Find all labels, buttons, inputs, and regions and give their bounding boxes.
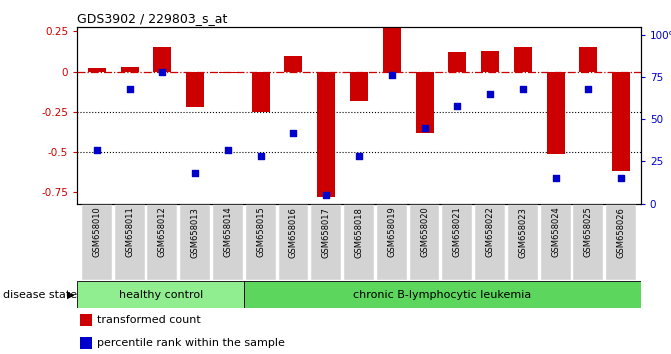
Point <box>484 91 495 97</box>
Text: percentile rank within the sample: percentile rank within the sample <box>97 338 285 348</box>
Point <box>91 147 102 153</box>
Text: GSM658015: GSM658015 <box>256 207 265 257</box>
Bar <box>311 205 341 280</box>
Text: GSM658013: GSM658013 <box>191 207 200 258</box>
Bar <box>508 205 537 280</box>
Text: GSM658020: GSM658020 <box>420 207 429 257</box>
Bar <box>541 205 570 280</box>
Bar <box>244 281 641 308</box>
Bar <box>80 337 93 349</box>
Point <box>583 86 594 92</box>
Bar <box>77 281 244 308</box>
Bar <box>514 47 532 72</box>
Bar <box>219 72 237 73</box>
Point <box>288 130 299 136</box>
Text: chronic B-lymphocytic leukemia: chronic B-lymphocytic leukemia <box>354 290 531 300</box>
Bar <box>154 47 171 72</box>
Bar <box>579 47 597 72</box>
Point <box>321 192 331 198</box>
Point <box>419 125 430 131</box>
Bar <box>88 68 106 72</box>
Bar <box>317 72 336 197</box>
Text: GSM658016: GSM658016 <box>289 207 298 258</box>
Bar <box>415 72 433 133</box>
Bar <box>180 205 210 280</box>
Text: ▶: ▶ <box>66 290 74 300</box>
Point <box>190 170 201 176</box>
Bar <box>409 205 440 280</box>
Text: GSM658011: GSM658011 <box>125 207 134 257</box>
Point <box>354 154 364 159</box>
Text: GSM658021: GSM658021 <box>453 207 462 257</box>
Text: GDS3902 / 229803_s_at: GDS3902 / 229803_s_at <box>77 12 227 25</box>
Bar <box>377 205 407 280</box>
Bar <box>442 205 472 280</box>
Point <box>616 176 627 181</box>
Bar <box>475 205 505 280</box>
Bar <box>213 205 243 280</box>
Text: GSM658023: GSM658023 <box>518 207 527 258</box>
Text: healthy control: healthy control <box>119 290 203 300</box>
Bar <box>612 72 630 171</box>
Text: GSM658017: GSM658017 <box>321 207 331 258</box>
Text: GSM658014: GSM658014 <box>223 207 232 257</box>
Bar <box>285 56 303 72</box>
Text: GSM658019: GSM658019 <box>387 207 397 257</box>
Bar <box>246 205 276 280</box>
Point <box>157 69 168 75</box>
Text: GSM658018: GSM658018 <box>354 207 364 258</box>
Text: transformed count: transformed count <box>97 315 201 325</box>
Point <box>452 103 463 109</box>
Bar <box>278 205 309 280</box>
Point <box>223 147 234 153</box>
Bar <box>344 205 374 280</box>
Text: GSM658024: GSM658024 <box>551 207 560 257</box>
Bar <box>547 72 564 154</box>
Bar <box>121 67 139 72</box>
Bar <box>186 72 204 107</box>
Bar <box>82 205 112 280</box>
Bar <box>382 28 401 72</box>
Bar <box>252 72 270 112</box>
Point <box>550 176 561 181</box>
Bar <box>481 51 499 72</box>
Bar <box>574 205 603 280</box>
Bar <box>115 205 144 280</box>
Point <box>124 86 135 92</box>
Text: disease state: disease state <box>3 290 77 300</box>
Point <box>386 73 397 78</box>
Bar <box>80 314 93 326</box>
Text: GSM658012: GSM658012 <box>158 207 167 257</box>
Text: GSM658025: GSM658025 <box>584 207 593 257</box>
Bar <box>448 52 466 72</box>
Text: GSM658022: GSM658022 <box>486 207 495 257</box>
Point <box>517 86 528 92</box>
Text: GSM658010: GSM658010 <box>93 207 101 257</box>
Bar <box>148 205 177 280</box>
Text: GSM658026: GSM658026 <box>617 207 625 258</box>
Bar <box>606 205 636 280</box>
Bar <box>350 72 368 101</box>
Point <box>255 154 266 159</box>
